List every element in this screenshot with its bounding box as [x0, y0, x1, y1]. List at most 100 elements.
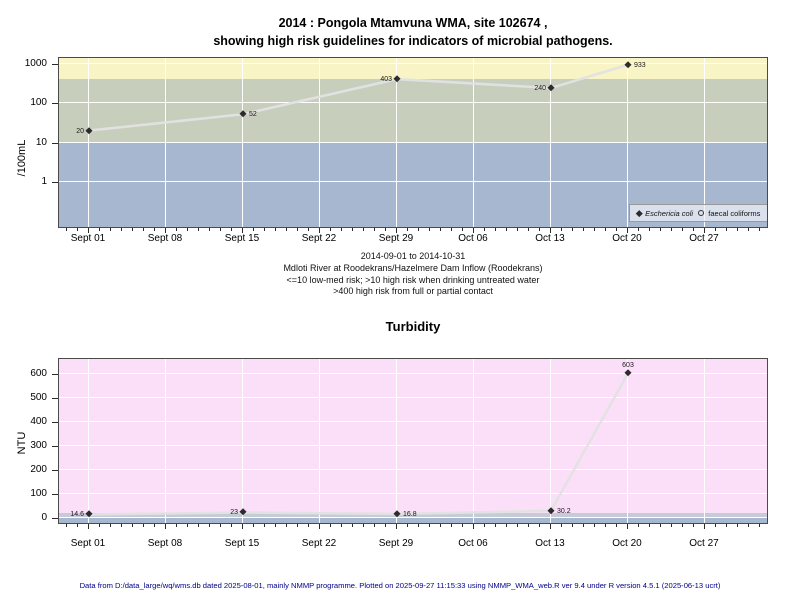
- x-tick-mark-minor: [308, 228, 309, 231]
- y-tick-label: 0: [41, 512, 47, 523]
- x-tick-mark-minor: [187, 228, 188, 231]
- legend-item: faecal coliforms: [698, 209, 760, 218]
- x-tick-mark-minor: [682, 524, 683, 527]
- y-tick-label: 100: [30, 97, 47, 108]
- x-tick-mark-major: [88, 228, 89, 233]
- x-tick-mark-minor: [726, 228, 727, 231]
- caption-site-name: Mdloti River at Roodekrans/Hazelmere Dam…: [283, 262, 543, 273]
- x-tick-mark-minor: [330, 524, 331, 527]
- y-tick-mark: [52, 182, 58, 183]
- x-tick-label: Sept 08: [147, 538, 183, 549]
- x-tick-mark-minor: [572, 524, 573, 527]
- vertical-gridline: [165, 359, 166, 523]
- x-tick-mark-major: [165, 524, 166, 529]
- x-tick-mark-minor: [616, 524, 617, 527]
- data-point-label: 16.8: [403, 510, 417, 518]
- x-tick-mark-minor: [363, 228, 364, 231]
- x-tick-mark-minor: [517, 228, 518, 231]
- plot-area-turbidity: 14.6 23 16.8 30.2 603: [58, 358, 768, 524]
- x-tick-mark-minor: [99, 228, 100, 231]
- x-tick-mark-minor: [748, 524, 749, 527]
- filled-diamond-icon: [635, 209, 643, 217]
- x-tick-mark-minor: [286, 524, 287, 527]
- y-tick-label: 100: [30, 488, 47, 499]
- horizontal-gridline: [59, 421, 767, 422]
- x-tick-label: Sept 15: [224, 233, 260, 244]
- vertical-gridline: [704, 359, 705, 523]
- x-tick-label: Oct 27: [689, 233, 719, 244]
- x-tick-label: Sept 29: [378, 538, 414, 549]
- data-point-label: 933: [634, 61, 646, 69]
- x-tick-mark-major: [473, 524, 474, 529]
- chart-title-line1: 2014 : Pongola Mtamvuna WMA, site 102674…: [278, 16, 548, 30]
- vertical-gridline: [88, 58, 89, 227]
- y-tick-mark: [52, 470, 58, 471]
- data-point-label: 20: [76, 127, 84, 135]
- data-point-label: 23: [230, 509, 238, 517]
- x-tick-label: Sept 29: [378, 233, 414, 244]
- data-line: [87, 372, 630, 516]
- x-tick-mark-minor: [737, 524, 738, 527]
- x-tick-mark-major: [165, 228, 166, 233]
- risk-band: [59, 518, 767, 523]
- x-tick-label: Oct 13: [535, 538, 565, 549]
- x-tick-mark-minor: [385, 524, 386, 527]
- x-tick-mark-minor: [110, 524, 111, 527]
- vertical-gridline: [165, 58, 166, 227]
- horizontal-gridline: [59, 141, 767, 143]
- x-tick-label: Oct 27: [689, 538, 719, 549]
- x-tick-mark-minor: [297, 524, 298, 527]
- caption-block: 2014-09-01 to 2014-10-31 Mdloti River at…: [58, 251, 768, 298]
- horizontal-gridline: [59, 517, 767, 518]
- vertical-gridline: [473, 359, 474, 523]
- x-tick-mark-minor: [374, 228, 375, 231]
- data-point-label: 240: [534, 84, 546, 92]
- x-tick-mark-minor: [330, 228, 331, 231]
- chart-title-line2: showing high risk guidelines for indicat…: [213, 34, 613, 48]
- x-tick-mark-minor: [484, 524, 485, 527]
- x-tick-label: Sept 01: [70, 538, 106, 549]
- data-point-label: 52: [249, 111, 257, 119]
- x-tick-mark-minor: [352, 228, 353, 231]
- y-tick-label: 300: [30, 440, 47, 451]
- y-tick-label: 1000: [24, 57, 47, 69]
- horizontal-gridline: [59, 181, 767, 182]
- x-tick-mark-minor: [726, 524, 727, 527]
- y-tick-label: 500: [30, 392, 47, 403]
- x-tick-label: Oct 06: [458, 538, 488, 549]
- x-tick-mark-minor: [495, 524, 496, 527]
- risk-band: [59, 359, 767, 514]
- y-tick-label: 200: [30, 464, 47, 475]
- x-tick-mark-minor: [231, 524, 232, 527]
- x-tick-mark-minor: [275, 228, 276, 231]
- x-tick-mark-major: [550, 524, 551, 529]
- caption-risk-line2: >400 high risk from full or partial cont…: [333, 286, 493, 297]
- x-tick-mark-major: [704, 524, 705, 529]
- x-tick-mark-minor: [286, 228, 287, 231]
- x-tick-mark-minor: [594, 524, 595, 527]
- x-tick-mark-minor: [77, 524, 78, 527]
- x-tick-mark-minor: [715, 524, 716, 527]
- y-tick-label: 1: [41, 176, 47, 187]
- legend-box: Eschericia coli faecal coliforms: [629, 204, 767, 222]
- y-tick-mark: [52, 446, 58, 447]
- y-tick-mark: [52, 494, 58, 495]
- x-tick-mark-minor: [605, 228, 606, 231]
- risk-band: [59, 513, 767, 518]
- x-tick-mark-minor: [110, 228, 111, 231]
- x-tick-mark-minor: [759, 524, 760, 527]
- vertical-gridline: [319, 58, 320, 227]
- vertical-gridline: [396, 359, 397, 523]
- x-tick-mark-minor: [209, 524, 210, 527]
- risk-band: [59, 79, 767, 143]
- horizontal-gridline: [59, 62, 767, 64]
- x-tick-mark-minor: [275, 524, 276, 527]
- horizontal-gridline: [59, 102, 767, 103]
- x-tick-mark-minor: [176, 228, 177, 231]
- x-tick-mark-minor: [341, 524, 342, 527]
- y-tick-mark: [52, 374, 58, 375]
- x-tick-mark-major: [319, 228, 320, 233]
- turbidity-title: Turbidity: [385, 319, 441, 334]
- x-tick-mark-minor: [385, 228, 386, 231]
- chart-title: 2014 : Pongola Mtamvuna WMA, site 102674…: [58, 14, 768, 50]
